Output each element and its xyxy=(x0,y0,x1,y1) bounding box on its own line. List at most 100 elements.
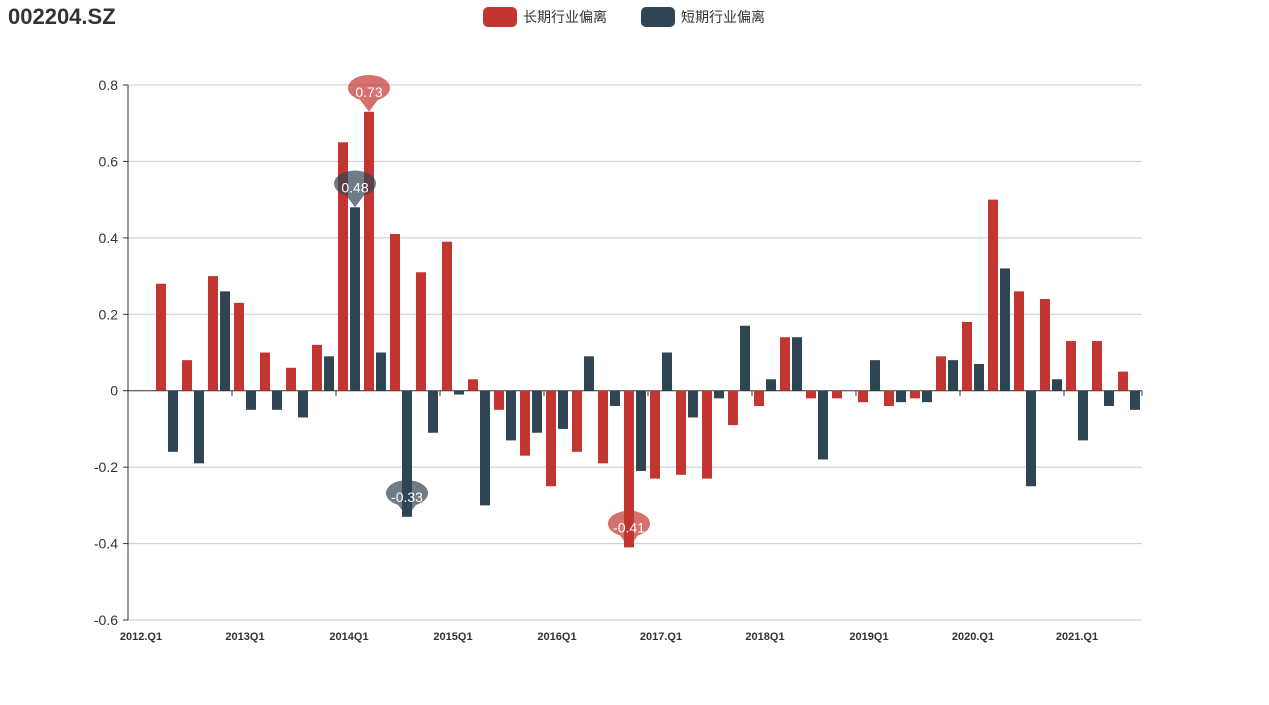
legend-item-short-term[interactable]: 短期行业偏离 xyxy=(641,7,765,27)
x-tick-label: 2015Q1 xyxy=(433,631,472,643)
y-tick-label: 0.2 xyxy=(99,306,119,322)
bar-long-term xyxy=(1014,291,1024,391)
mark-point-label: -0.41 xyxy=(613,519,645,535)
bar-long-term xyxy=(182,360,192,391)
bar-short-term xyxy=(818,390,828,460)
bar-long-term xyxy=(468,379,478,391)
bar-short-term xyxy=(688,390,698,418)
bar-short-term xyxy=(662,352,672,391)
bar-short-term xyxy=(584,356,594,391)
pin-shape xyxy=(334,170,376,208)
x-tick-label: 2021.Q1 xyxy=(1056,631,1098,643)
bar-short-term xyxy=(610,390,620,406)
pin-shape xyxy=(386,480,428,517)
bar-short-term xyxy=(948,360,958,391)
y-tick-label: 0.4 xyxy=(99,230,119,246)
bar-short-term xyxy=(168,390,178,452)
x-tick-label: 2018Q1 xyxy=(745,631,784,643)
bar-short-term xyxy=(324,356,334,391)
bar-short-term xyxy=(246,390,256,410)
chart-title: 002204.SZ xyxy=(8,4,116,29)
legend-label: 长期行业偏离 xyxy=(523,10,607,26)
mark-point-pin: 0.73 xyxy=(347,75,391,112)
bar-long-term xyxy=(260,352,270,391)
pin-shape xyxy=(607,510,651,548)
bar-long-term xyxy=(494,390,504,410)
bar-long-term xyxy=(832,390,842,399)
bar-long-term xyxy=(624,390,634,548)
bar-short-term xyxy=(1000,268,1010,391)
bar-short-term xyxy=(454,390,464,395)
bar-long-term xyxy=(676,390,686,475)
bar-long-term xyxy=(910,390,920,399)
bar-long-term xyxy=(650,390,660,479)
bar-long-term xyxy=(754,390,764,406)
bar-long-term xyxy=(208,276,218,391)
y-tick-label: 0.6 xyxy=(99,153,119,169)
bar-long-term xyxy=(572,390,582,452)
bar-long-term xyxy=(884,390,894,406)
bar-long-term xyxy=(156,283,166,391)
bar-short-term xyxy=(1052,379,1062,391)
bar-long-term xyxy=(988,199,998,391)
y-tick-label: 0.8 xyxy=(99,77,119,93)
y-tick-label: -0.6 xyxy=(94,612,118,628)
y-tick-label: -0.2 xyxy=(94,459,118,475)
bar-short-term xyxy=(376,352,386,391)
bar-short-term xyxy=(194,390,204,464)
pin-shape xyxy=(347,75,391,112)
bar-long-term xyxy=(806,390,816,399)
bar-long-term xyxy=(962,321,972,391)
legend-label: 短期行业偏离 xyxy=(681,10,765,26)
mark-point-label: 0.48 xyxy=(341,179,368,195)
bar-short-term xyxy=(558,390,568,429)
bar-short-term xyxy=(350,207,360,391)
legend-swatch xyxy=(641,7,675,27)
legend-item-long-term[interactable]: 长期行业偏离 xyxy=(483,7,607,27)
bar-short-term xyxy=(480,390,490,506)
bar-short-term xyxy=(1026,390,1036,487)
mark-point-pin: -0.33 xyxy=(386,480,428,517)
bar-long-term xyxy=(598,390,608,464)
bar-short-term xyxy=(870,360,880,391)
x-tick-label: 2017.Q1 xyxy=(640,631,682,643)
bar-long-term xyxy=(364,111,374,391)
bar-long-term xyxy=(1066,341,1076,391)
bar-short-term xyxy=(974,363,984,391)
bar-short-term xyxy=(1130,390,1140,410)
mark-point-label: -0.33 xyxy=(391,489,423,505)
bar-short-term xyxy=(714,390,724,399)
bar-long-term xyxy=(858,390,868,403)
bar-long-term xyxy=(286,367,296,391)
x-tick-label: 2013Q1 xyxy=(225,631,264,643)
bar-long-term xyxy=(390,234,400,391)
bar-long-term xyxy=(416,272,426,391)
bar-long-term xyxy=(442,241,452,391)
bar-short-term xyxy=(532,390,542,433)
bar-long-term xyxy=(728,390,738,426)
bar-long-term xyxy=(1040,299,1050,391)
bar-long-term xyxy=(1092,341,1102,391)
bar-long-term xyxy=(546,390,556,487)
x-tick-label: 2019Q1 xyxy=(849,631,888,643)
bar-long-term xyxy=(520,390,530,456)
bar-long-term xyxy=(312,344,322,391)
bar-short-term xyxy=(740,325,750,391)
bar-short-term xyxy=(428,390,438,433)
bar-short-term xyxy=(1078,390,1088,441)
y-tick-label: -0.4 xyxy=(94,536,118,552)
bar-short-term xyxy=(1104,390,1114,406)
bar-short-term xyxy=(922,390,932,403)
bar-short-term xyxy=(220,291,230,391)
bar-short-term xyxy=(896,390,906,403)
mark-point-pin: -0.41 xyxy=(607,510,651,548)
bar-long-term xyxy=(936,356,946,391)
bar-long-term xyxy=(338,142,348,391)
mark-point-pin: 0.48 xyxy=(334,170,376,208)
bar-short-term xyxy=(506,390,516,441)
bar-short-term xyxy=(792,337,802,391)
x-tick-label: 2014Q1 xyxy=(329,631,368,643)
bar-short-term xyxy=(402,390,412,517)
